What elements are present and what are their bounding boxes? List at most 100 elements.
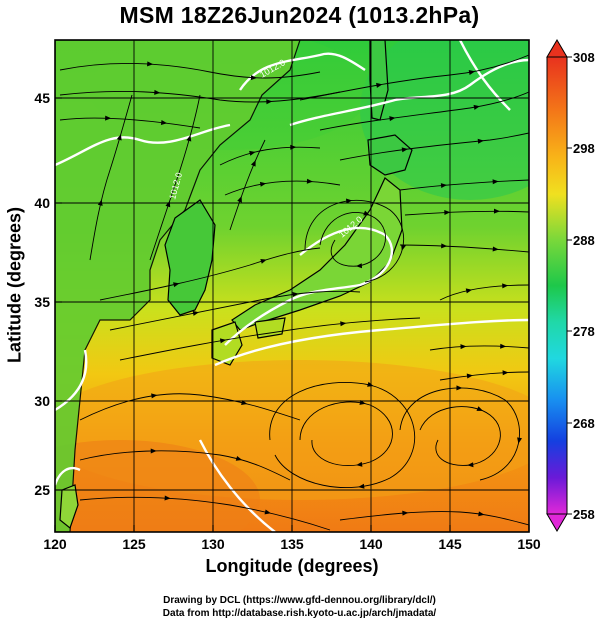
isobar [239,52,366,91]
streamline-arrowhead [235,455,243,461]
streamline [229,139,266,231]
isobar [55,123,231,167]
korea-peninsula [164,199,216,316]
streamline [299,401,393,466]
x-tick-label: 125 [122,536,146,552]
streamline-arrowhead [478,511,485,517]
y-tick-label: 25 [34,482,50,498]
colorbar-tick-label: 298 [573,141,595,156]
streamline-arrowhead [264,509,271,515]
streamline-arrowhead [493,208,500,214]
x-tick-label: 150 [517,536,541,552]
map-grid [55,40,529,532]
streamline-arrowhead [492,179,499,185]
streamline-arrowhead [477,138,484,144]
streamline-arrowhead [517,437,523,444]
streamline-arrowhead [492,246,499,252]
streamline-arrowhead [154,89,161,95]
streamline-arrowhead [150,448,157,454]
streamline [299,54,529,101]
streamline-arrowhead [467,462,474,468]
isobar [55,349,88,412]
colorbar-tick-label: 278 [573,324,595,339]
streamline-arrowhead [444,209,451,215]
streamline-arrowhead [116,134,122,141]
streamline [419,406,501,466]
streamline-arrowhead [346,198,353,204]
streamline-arrowhead [186,134,192,142]
colorbar: 308 298 288 278 268 258 [546,39,595,532]
credit-drawing: Drawing by DCL (https://www.gfd-dennou.o… [163,595,436,606]
streamline-arrowhead [306,178,313,184]
streamline [119,317,421,361]
y-tick-label: 35 [34,294,50,310]
streamline [79,393,301,421]
y-tick-label: 40 [34,195,50,211]
streamline [79,496,331,531]
colorbar-scale [546,56,568,515]
streamline [99,247,321,301]
colorbar-tick-label: 288 [573,233,595,248]
streamline [339,511,529,526]
streamline-arrowhead [355,263,363,269]
streamline-arrowhead [147,61,154,67]
streamline [339,132,529,161]
streamline-arrowhead [440,183,448,189]
streamline-arrowhead [401,147,408,153]
streamline-arrowhead [173,282,180,288]
streamline-arrowhead [401,244,406,251]
colorbar-tick-label: 268 [573,416,595,431]
streamline-arrowhead [402,510,409,516]
isobar [214,318,529,367]
credit-data: Data from http://database.rish.kyoto-u.a… [162,608,437,619]
streamline [149,94,201,261]
x-axis-label: Longitude (degrees) [205,556,379,576]
streamline-arrowhead [358,483,365,489]
streamline-arrowhead [389,116,396,122]
x-tick-label: 145 [438,536,462,552]
streamline [89,94,133,261]
streamline-arrowhead [237,196,242,203]
streamline-arrowhead [164,495,171,501]
streamline-arrowhead [473,104,480,110]
streamline-arrowhead [441,243,448,249]
streamline-arrowhead [356,461,363,467]
warm-region [55,440,260,532]
streamline-arrowhead [460,344,467,350]
colorbar-top-arrow [546,39,568,58]
x-axis [54,525,530,532]
y-tick-label: 30 [34,393,50,409]
x-tick-label: 135 [280,536,304,552]
colorbar-tick-label: 308 [573,50,595,65]
isobar [458,40,511,111]
streamline-arrowhead [468,70,476,75]
streamline-arrowhead [465,288,473,294]
streamline-arrowhead [250,160,256,167]
map-title: MSM 18Z26Jun2024 (1013.2hPa) [119,2,480,28]
streamline [399,244,529,253]
isobar [198,439,276,532]
streamline-arrowhead [292,291,299,297]
streamline [439,284,529,301]
streamline-arrowhead [259,181,267,187]
streamline-arrowhead [502,283,509,289]
streamline [269,382,415,489]
streamline-arrowhead [266,99,273,105]
hokkaido [367,134,413,176]
streamline-arrowhead [363,210,370,216]
streamline [439,371,529,381]
x-tick-label: 120 [43,536,67,552]
streamline [224,180,341,196]
x-tick-label: 140 [359,536,383,552]
streamline [109,290,361,331]
streamline [59,62,321,79]
credits: Drawing by DCL (https://www.gfd-dennou.o… [0,594,599,620]
streamline [399,179,529,191]
streamline-arrowhead [376,82,383,88]
streamline [319,211,386,267]
streamline-arrowhead [219,338,227,344]
streamline-arrowhead [456,385,463,391]
streamline [319,91,529,131]
streamline-arrowhead [340,321,347,327]
streamline-arrowhead [249,150,256,156]
